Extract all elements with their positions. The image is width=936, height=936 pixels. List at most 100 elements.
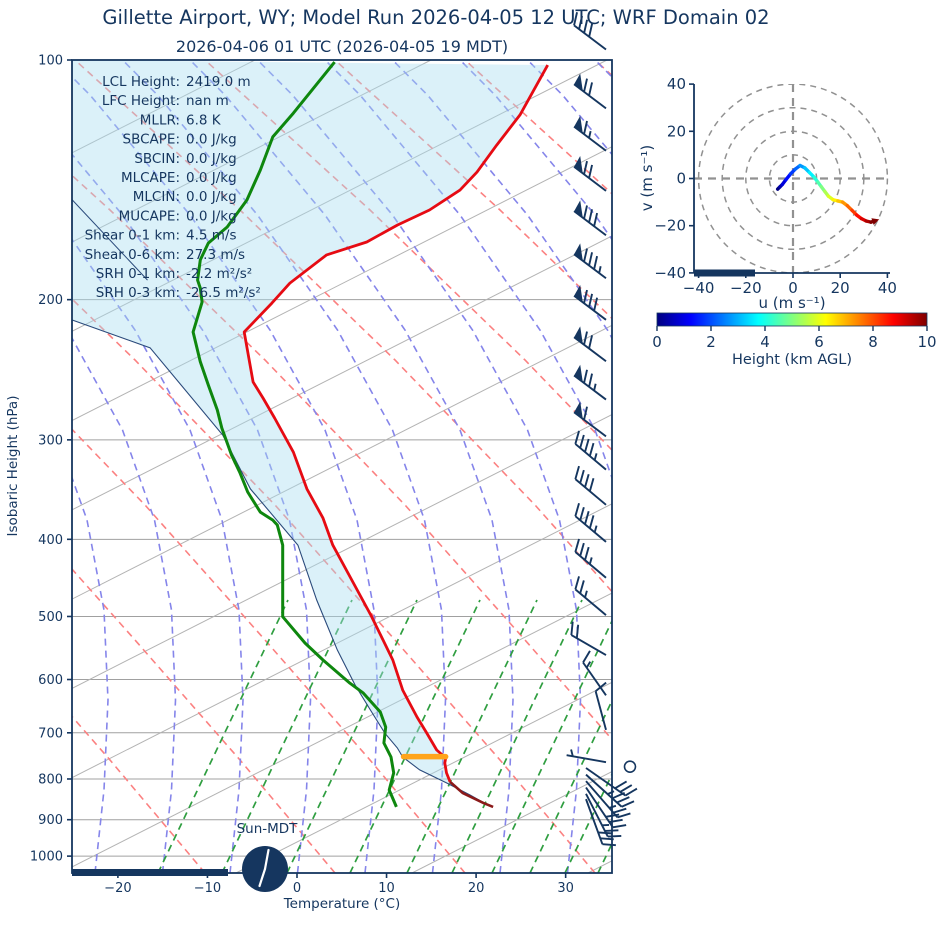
stat-value: nan m [186, 93, 229, 109]
wind-barb [573, 12, 607, 51]
stat-value: 0.0 J/kg [186, 208, 237, 224]
wind-barb-feather [593, 255, 599, 270]
parcel-profile-trace [72, 319, 490, 807]
mixing-ratio-line [451, 599, 583, 873]
wind-barb [573, 115, 607, 152]
wind-barb-feather [612, 824, 627, 829]
wind-barb-feather [579, 542, 585, 557]
sun-clock-label: Sun-MDT [237, 821, 299, 837]
moist-adiabat-line [391, 60, 612, 340]
isotherm-line [72, 60, 608, 332]
wind-barb-pennant [574, 156, 583, 174]
wind-barb-feather [578, 15, 583, 30]
wind-barb-feather [582, 650, 591, 664]
sounding-stats-block: LCL Height: 2419.0 m LFC Height: nan m MLLR:… [85, 74, 261, 301]
wind-barb-half-feather [585, 661, 592, 669]
wind-barb-pennant [574, 200, 583, 218]
moist-adiabat-line [730, 60, 936, 873]
wind-barb-stem [573, 411, 607, 438]
temperature-tick-label: −10 [194, 881, 221, 896]
stat-label: LFC Height: [102, 93, 180, 109]
dry-adiabat-line [725, 60, 936, 873]
mixing-ratio-line [349, 599, 481, 873]
hodograph-x-tick-label: 40 [878, 279, 897, 297]
hodograph-trace-arrowhead [871, 218, 880, 225]
wind-barb [585, 767, 638, 797]
wind-barb [573, 243, 607, 280]
isotherm-line [72, 592, 612, 868]
isotherm-line [72, 413, 612, 689]
pressure-tick-label: 700 [38, 726, 63, 741]
mixing-ratio-line [529, 698, 612, 873]
wind-barb-feather [583, 120, 588, 135]
wind-barb-stem [582, 661, 607, 696]
wind-barb-feather [584, 546, 590, 561]
stat-value: 6.8 K [186, 112, 222, 128]
figure-title: Gillette Airport, WY; Model Run 2026-04-… [102, 6, 769, 29]
wind-barb-feather [583, 248, 588, 262]
clock-hour-hand [258, 867, 267, 888]
mixing-ratio-line [286, 599, 418, 873]
wind-barb-feather [574, 576, 580, 590]
wind-barb-half-feather [593, 453, 598, 461]
wind-barb [594, 681, 607, 731]
wind-barb-feather [583, 406, 588, 421]
hodograph-v-axis-label: v (m s⁻¹) [638, 145, 656, 211]
isotherm-line [411, 771, 612, 873]
wind-barb-feather [588, 515, 595, 529]
stat-value: 0.0 J/kg [186, 132, 237, 148]
dry-adiabat-line [72, 715, 206, 873]
parcel-upper-trace [72, 198, 148, 281]
wind-barb-pennant [574, 115, 583, 134]
colorbar-tick-label: 0 [652, 333, 662, 351]
wind-barb [573, 156, 607, 192]
wind-barb-half-feather [598, 266, 602, 274]
dry-adiabat-line [855, 60, 936, 873]
dry-adiabat-line [72, 174, 612, 741]
moist-adiabat-line [72, 75, 379, 873]
stat-value: 2419.0 m [186, 74, 251, 90]
stat-label: MLCAPE: [121, 170, 180, 186]
sunset-clock-icon [242, 846, 288, 892]
wind-barb-feather [584, 438, 590, 453]
dry-adiabat-line [72, 297, 596, 873]
wind-barb-feather [579, 469, 585, 484]
wind-barb-pennant [574, 243, 583, 261]
wind-barb [582, 650, 607, 696]
pressure-tick-label: 600 [38, 673, 63, 688]
wind-barb-pennant [574, 73, 583, 91]
stat-label: SBCIN: [134, 151, 180, 167]
dry-adiabat-line [464, 60, 612, 195]
colorbar-gradient [656, 312, 928, 327]
wind-barb-feather [583, 19, 589, 34]
wind-barb-feather [574, 538, 580, 553]
wind-barb-feather [616, 796, 630, 804]
wind-barb-pennant [574, 364, 583, 383]
temperature-tick-label: 10 [378, 881, 395, 896]
wind-barb-stem [570, 634, 607, 656]
dewpoint-curve [191, 61, 398, 808]
stat-label: SRH 0-3 km: [96, 285, 180, 301]
pressure-tick-label: 1000 [30, 850, 63, 865]
wind-barb-stem [574, 478, 607, 506]
wind-barb-feather [588, 442, 595, 457]
wind-barb-feather [588, 373, 593, 388]
wind-barb [573, 73, 607, 110]
station-circle-marker [623, 760, 637, 773]
wind-barb-stem [574, 515, 607, 543]
temperature-tick-label: 0 [293, 881, 301, 896]
stat-value: 0.0 J/kg [186, 151, 237, 167]
wind-barb-stem [566, 754, 607, 764]
wind-barb-feather [588, 82, 593, 96]
stat-value: -26.5 m²/s² [186, 285, 261, 301]
cin-shade-polygon [72, 60, 548, 807]
pressure-tick-label: 500 [38, 610, 63, 625]
wind-barb-feather [583, 331, 588, 345]
stat-label: Shear 0-1 km: [85, 228, 180, 244]
wind-barb-feather [588, 209, 593, 223]
mixing-ratio-line [221, 599, 353, 873]
wind-barb-feather [593, 297, 599, 312]
hodograph-surface-bar [694, 269, 755, 277]
wind-barb-feather [583, 289, 588, 304]
